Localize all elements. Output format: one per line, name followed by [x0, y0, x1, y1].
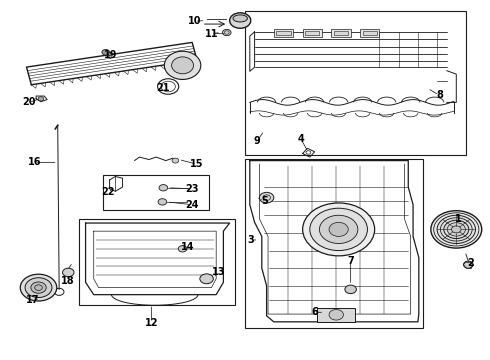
Text: 19: 19: [104, 50, 117, 60]
Circle shape: [329, 310, 343, 320]
Circle shape: [230, 13, 251, 28]
Circle shape: [178, 246, 187, 252]
Text: 16: 16: [28, 157, 42, 167]
Bar: [317, 308, 355, 322]
Circle shape: [437, 215, 475, 243]
Circle shape: [319, 215, 358, 243]
Text: 9: 9: [254, 136, 260, 146]
Text: 4: 4: [298, 134, 305, 144]
Circle shape: [38, 97, 44, 101]
Text: 11: 11: [205, 28, 218, 39]
Circle shape: [108, 52, 113, 56]
Circle shape: [102, 49, 110, 55]
Bar: [363, 31, 377, 35]
Text: 18: 18: [60, 275, 74, 285]
Bar: [274, 30, 293, 37]
Circle shape: [329, 222, 348, 237]
Circle shape: [200, 274, 213, 284]
Text: 24: 24: [185, 200, 199, 210]
Text: 22: 22: [101, 187, 115, 197]
Circle shape: [303, 203, 375, 256]
Text: 2: 2: [467, 258, 474, 268]
Text: 14: 14: [181, 242, 194, 252]
Ellipse shape: [172, 57, 194, 74]
Bar: [305, 31, 319, 35]
Bar: [79, 219, 235, 305]
Text: 5: 5: [261, 196, 268, 206]
Bar: [245, 11, 466, 155]
Bar: [276, 31, 291, 35]
Circle shape: [310, 208, 368, 251]
Text: 3: 3: [248, 235, 255, 245]
Circle shape: [431, 211, 482, 248]
Text: 7: 7: [347, 256, 354, 266]
Circle shape: [444, 220, 469, 239]
Ellipse shape: [164, 51, 201, 80]
Text: 15: 15: [190, 159, 204, 169]
Text: 10: 10: [188, 16, 201, 26]
Text: 13: 13: [212, 267, 225, 277]
Bar: [360, 30, 379, 37]
Bar: [303, 30, 322, 37]
Circle shape: [447, 223, 465, 236]
Bar: [245, 159, 423, 328]
Circle shape: [345, 285, 356, 294]
Circle shape: [158, 199, 167, 205]
Circle shape: [222, 30, 231, 36]
Bar: [334, 31, 348, 35]
Text: 23: 23: [185, 184, 199, 194]
Circle shape: [31, 282, 46, 293]
Text: 8: 8: [436, 90, 443, 100]
Circle shape: [172, 158, 179, 163]
Circle shape: [63, 268, 74, 277]
Bar: [103, 175, 209, 210]
Text: 12: 12: [145, 318, 158, 328]
Text: 20: 20: [22, 98, 36, 107]
Circle shape: [451, 226, 461, 233]
Circle shape: [20, 274, 57, 301]
Circle shape: [464, 261, 473, 268]
Circle shape: [259, 192, 274, 203]
Circle shape: [159, 185, 168, 191]
Circle shape: [35, 285, 42, 291]
Text: 1: 1: [455, 214, 462, 224]
Text: 6: 6: [311, 307, 318, 317]
Text: 21: 21: [157, 83, 170, 93]
Ellipse shape: [233, 15, 247, 22]
Text: 17: 17: [26, 295, 40, 305]
Circle shape: [25, 278, 52, 297]
Bar: [331, 30, 351, 37]
